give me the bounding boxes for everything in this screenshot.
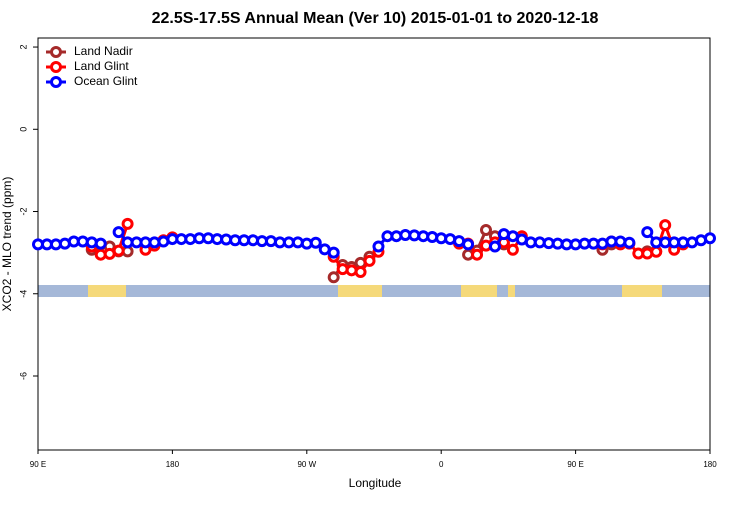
surface-strip [38,285,710,297]
y-axis-title: XCO2 - MLO trend (ppm) [0,177,14,312]
x-tick-label: 0 [439,460,444,469]
data-point [112,244,125,257]
legend-label: Land Nadir [74,44,133,58]
data-point [462,238,475,251]
y-tick-label: -4 [18,290,28,298]
data-point [354,265,367,278]
y-tick-label: -2 [18,208,28,216]
legend-label: Land Glint [74,59,129,73]
x-tick-label: 90 E [30,460,46,469]
legend-marker [50,76,62,88]
legend-marker [50,46,62,58]
data-point [327,271,340,284]
data-point [488,240,501,253]
data-point [704,232,716,245]
y-tick-label: 2 [18,45,28,50]
data-point [471,248,484,261]
legend-marker [50,61,62,73]
data-point [641,226,654,239]
x-tick-label: 90 E [567,460,583,469]
data-point [363,254,376,267]
x-axis-title: Longitude [349,476,402,490]
x-tick-label: 90 W [297,460,316,469]
data-point [372,240,385,253]
y-tick-label: 0 [18,127,28,132]
legend-label: Ocean Glint [74,74,138,88]
data-point [623,236,636,249]
data-point [345,264,358,277]
data-point [121,217,134,230]
data-point [94,237,107,250]
y-tick-label: -6 [18,372,28,380]
chart-title: 22.5S-17.5S Annual Mean (Ver 10) 2015-01… [152,10,599,27]
x-tick-label: 180 [703,460,717,469]
data-point [480,224,492,237]
data-point [506,243,519,256]
data-point [327,246,340,259]
data-point [659,219,672,232]
x-tick-label: 180 [166,460,180,469]
data-point [112,226,125,239]
data-point [641,247,654,260]
data-point [650,245,663,258]
data-point [309,236,322,249]
